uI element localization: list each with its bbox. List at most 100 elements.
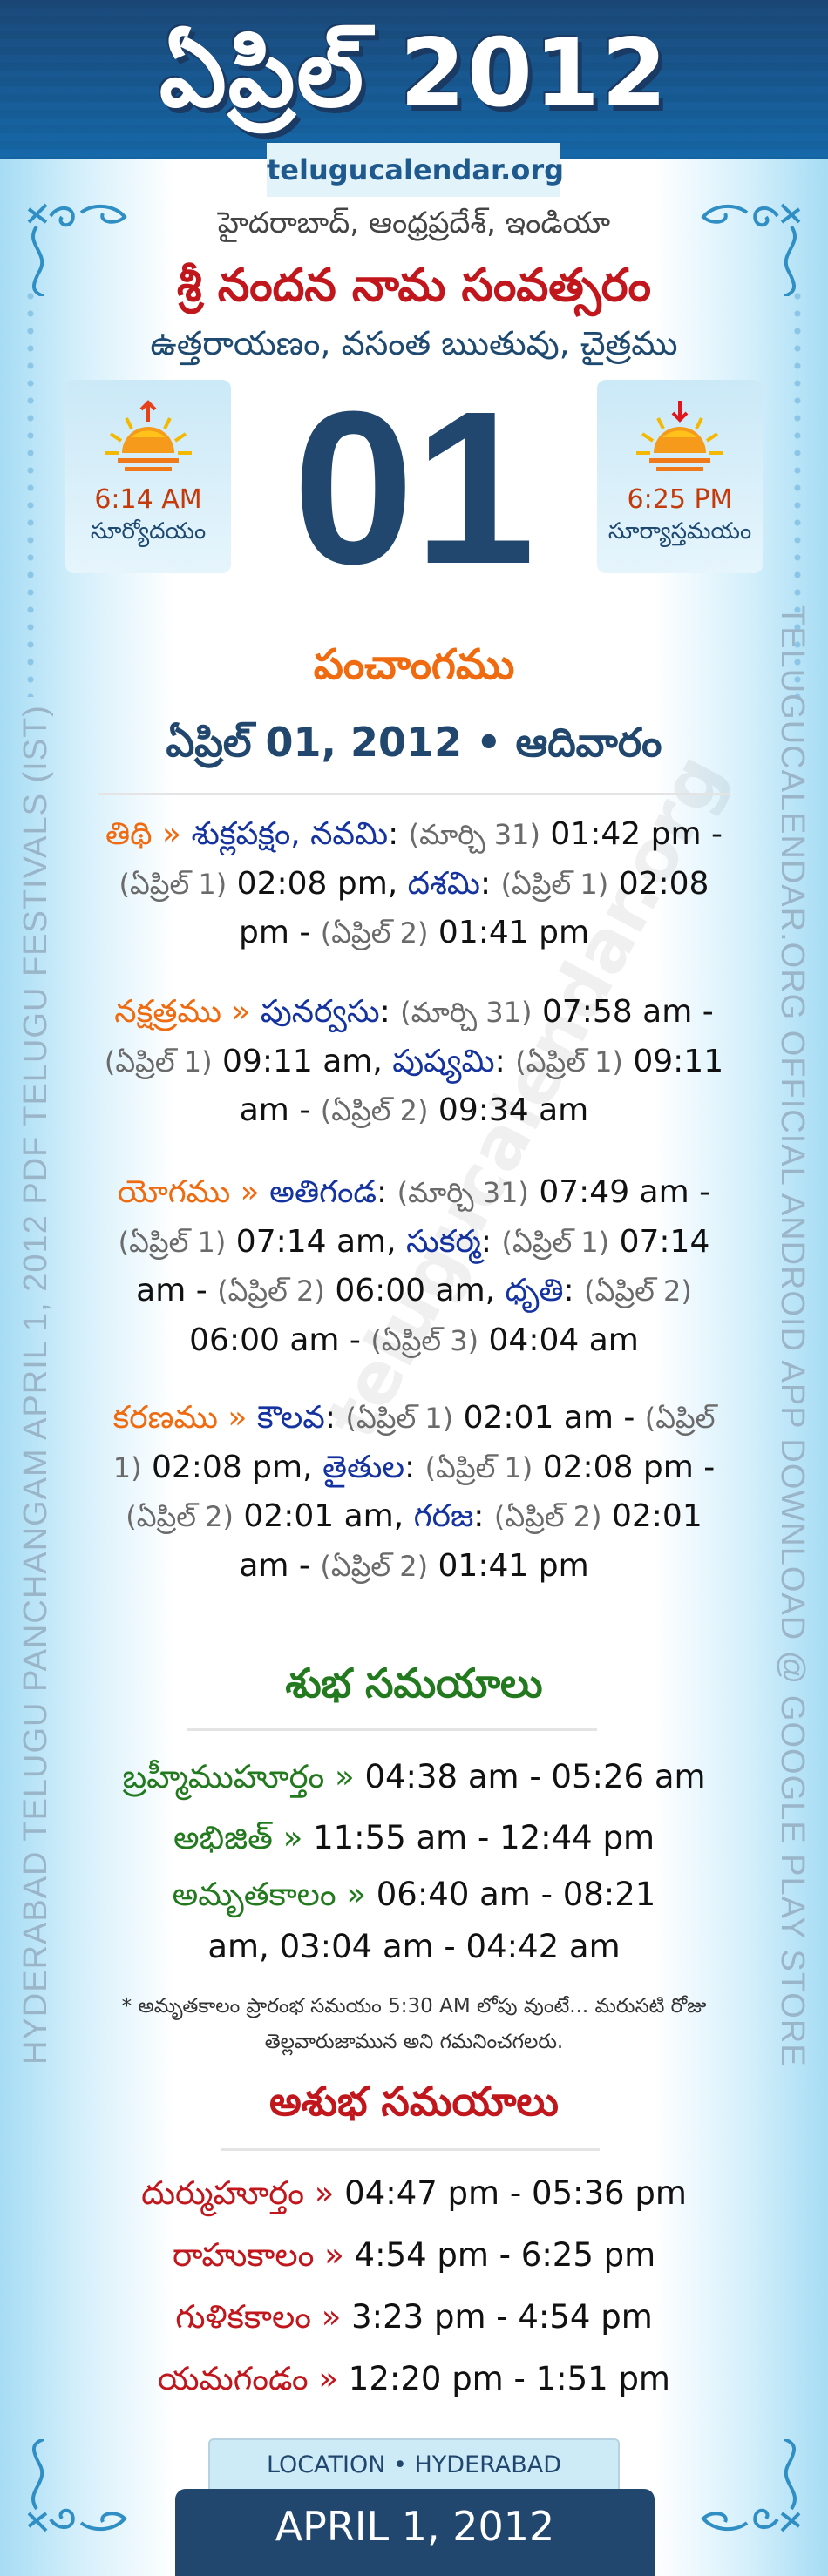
date-ref: (ఏప్రిల్ 2) [320, 1549, 429, 1583]
ashubha-heading: అశుభ సమయాలు [269, 2078, 559, 2125]
sunset-card: 6:25 PM సూర్యాస్తమయం [597, 380, 763, 573]
time-text: : [324, 1400, 346, 1436]
day-number: 01 [292, 366, 536, 609]
location-tab[interactable]: LOCATION • HYDERABAD [208, 2438, 620, 2494]
side-text-left: HYDERABAD TELUGU PANCHANGAM APRIL 1, 201… [17, 705, 54, 2065]
time-text: 06:00 am, [324, 1273, 506, 1308]
amrutha-note: * అమృతకాలం ప్రారంభ సమయం 5:30 AM లోపు వుం… [121, 1995, 707, 2053]
sunrise-time: 6:14 AM [94, 484, 202, 515]
panchangam-yogam: యోగము » అతిగండ: (మార్చి 31) 07:49 am - (… [98, 1168, 730, 1365]
time-text: 02:01 am - [239, 1498, 702, 1584]
side-text-right: TELUGUCALENDAR.ORG OFFICIAL ANDROID APP … [774, 605, 811, 2067]
time-text: : [473, 1498, 494, 1534]
date-ref: (ఏప్రిల్ 2) [493, 1500, 602, 1533]
site-link[interactable]: telugucalendar.org [267, 143, 564, 197]
time-text: 01:42 pm - [540, 816, 723, 852]
corner-ornament-icon [701, 203, 801, 296]
corner-ornament-icon [701, 2439, 801, 2532]
row-label: యమగండం » [158, 2360, 339, 2397]
time-text: : [563, 1273, 585, 1308]
time-text: 09:34 am [428, 1092, 589, 1128]
row-label: బ్రహ్మీముహూర్తం » [122, 1758, 355, 1795]
element-name: గరజ [413, 1498, 474, 1534]
row-value: 11:55 am - 12:44 pm [302, 1819, 655, 1856]
row-value: 04:38 am - 05:26 am [354, 1758, 706, 1795]
panchangam-label: నక్షత్రము » [114, 994, 251, 1030]
shubha-row: అభిజిత్ » 11:55 am - 12:44 pm [98, 1808, 730, 1869]
date-ref: (ఏప్రిల్ 1) [515, 1045, 623, 1078]
date-ref: (మార్చి 31) [400, 996, 533, 1029]
row-value: 3:23 pm - 4:54 pm [341, 2298, 653, 2336]
panchangam-label: కరణము » [112, 1400, 248, 1436]
element-name: అతిగండ [269, 1174, 377, 1210]
divider [187, 1728, 597, 1731]
date-heading: ఏప్రిల్ 01, 2012 • ఆదివారం [166, 719, 662, 766]
location-line: హైదరాబాద్, ఆంధ్రప్రదేశ్, ఇండియా [217, 206, 611, 240]
time-text: 01:41 pm [428, 915, 590, 950]
date-ref: (ఏప్రిల్ 1) [112, 1402, 716, 1484]
corner-ornament-icon [27, 203, 127, 296]
date-ref: (ఏప్రిల్ 2) [320, 916, 429, 950]
time-text: : [379, 994, 401, 1030]
shubha-row: అమృతకాలం » 06:40 am - 08:21 am, 03:04 am… [98, 1869, 730, 1973]
shubha-row: బ్రహ్మీముహూర్తం » 04:38 am - 05:26 am [98, 1747, 730, 1808]
element-name: సుకర్మ [406, 1223, 481, 1260]
year-name: శ్రీ నందన నామ సంవత్సరం [177, 260, 651, 312]
footer-date: APRIL 1, 2012 [175, 2489, 655, 2576]
sunrise-icon [105, 400, 192, 471]
time-text: 07:58 am - [532, 994, 714, 1030]
date-ref: (ఏప్రిల్ 1) [118, 1225, 227, 1259]
element-name: పునర్వసు [260, 994, 380, 1030]
time-text: : [377, 1174, 397, 1210]
panchangam-label: తిథి » [105, 816, 182, 852]
element-name: ధృతి [505, 1273, 564, 1308]
row-label: అభిజిత్ » [173, 1819, 303, 1856]
shubha-list: బ్రహ్మీముహూర్తం » 04:38 am - 05:26 am అభ… [98, 1747, 730, 1973]
time-text: 09:11 am - [239, 1043, 724, 1129]
time-text: 02:01 am - [453, 1400, 645, 1436]
time-text: 09:11 am, [212, 1043, 393, 1079]
date-ref: (ఏప్రిల్ 2) [217, 1274, 325, 1308]
row-value: 4:54 pm - 6:25 pm [343, 2236, 656, 2274]
time-text: : [404, 1449, 425, 1485]
row-value: 06:40 am - 08:21 am, 03:04 am - 04:42 am [207, 1876, 656, 1965]
element-name: తైతుల [322, 1449, 404, 1485]
sunset-icon [636, 401, 723, 471]
row-value: 04:47 pm - 05:36 pm [334, 2174, 687, 2212]
divider [221, 2148, 600, 2151]
time-text: 02:08 pm, [227, 865, 408, 902]
row-value: 12:20 pm - 1:51 pm [338, 2360, 670, 2397]
corner-ornament-icon [27, 2439, 127, 2532]
sunrise-label: సూర్యోదయం [90, 518, 207, 544]
row-label: అమృతకాలం » [172, 1876, 366, 1913]
date-ref: (మార్చి 31) [408, 818, 540, 851]
sunrise-card: 6:14 AM సూర్యోదయం [65, 380, 231, 573]
element-name: శుక్లపక్షం, నవమి [191, 816, 389, 852]
row-label: రాహుకాలం » [172, 2236, 344, 2274]
ashubha-row: గుళికకాలం » 3:23 pm - 4:54 pm [98, 2286, 730, 2348]
date-ref: (ఏప్రిల్ 1) [345, 1402, 454, 1435]
time-text: 04:04 am [478, 1322, 639, 1358]
dots-decoration [27, 287, 34, 697]
ashubha-list: దుర్ముహూర్తం » 04:47 pm - 05:36 pm రాహుక… [98, 2162, 730, 2410]
ayanam-line: ఉత్తరాయణం, వసంత ఋతువు, చైత్రము [150, 324, 678, 362]
panchangam-karanam: కరణము » కౌలవ: (ఏప్రిల్ 1) 02:01 am - (ఏప… [98, 1394, 730, 1591]
time-text: 02:08 pm, [141, 1449, 322, 1485]
divider [98, 793, 730, 795]
time-text: 02:08 pm - [533, 1449, 716, 1485]
time-text: 07:49 am - [528, 1174, 711, 1210]
sunset-time: 6:25 PM [627, 484, 733, 515]
time-text: 06:00 am - [189, 1322, 371, 1358]
time-text: : [479, 865, 501, 902]
time-text: 01:41 pm [428, 1547, 589, 1584]
time-text: : [480, 1223, 502, 1260]
date-ref: (మార్చి 31) [397, 1176, 529, 1209]
date-ref: (ఏప్రిల్ 3) [370, 1323, 479, 1357]
time-text: 02:08 pm - [238, 865, 709, 951]
time-text: : [388, 816, 409, 852]
ashubha-row: యమగండం » 12:20 pm - 1:51 pm [98, 2348, 730, 2410]
panchangam-nakshatram: నక్షత్రము » పునర్వసు: (మార్చి 31) 07:58 … [98, 988, 730, 1136]
time-text: 07:14 am - [136, 1223, 710, 1309]
time-text: 07:14 am, [226, 1223, 406, 1260]
element-name: పుష్యమి [392, 1043, 495, 1079]
